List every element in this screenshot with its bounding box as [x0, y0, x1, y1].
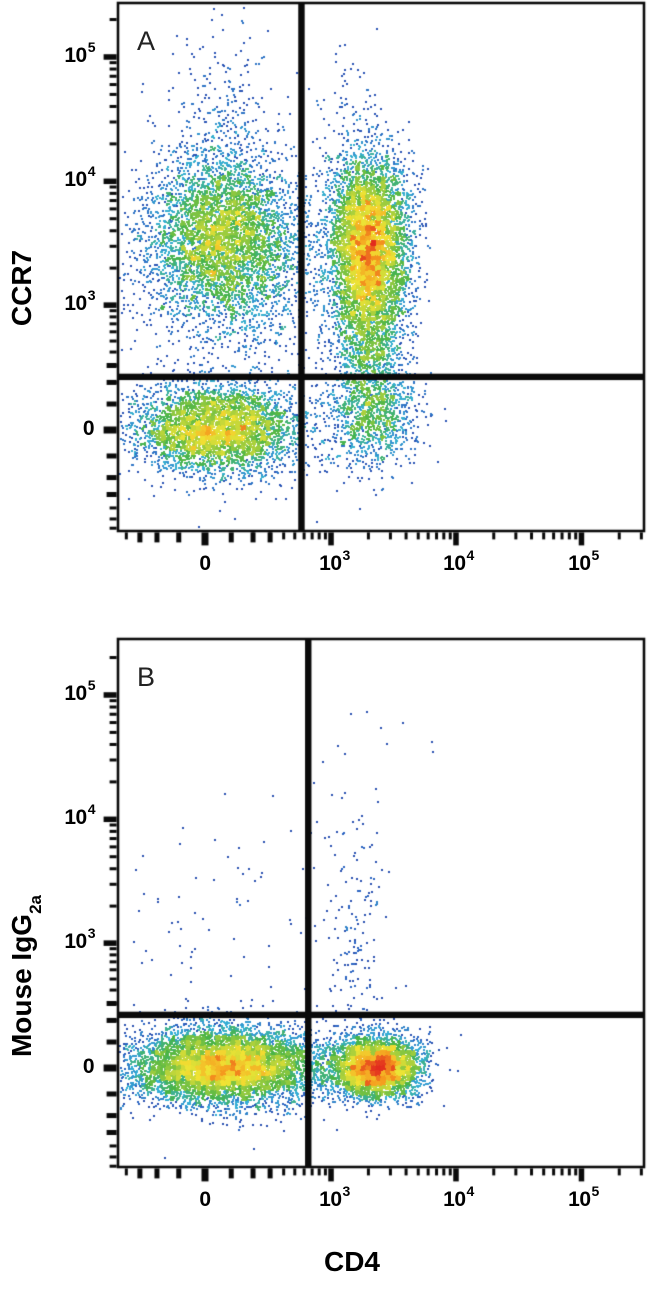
panel-b-ytick-0: 0 — [82, 1055, 95, 1079]
panel-b-xtick-1e5: 105 — [568, 1183, 599, 1211]
panel-a-ytick-1e4: 104 — [64, 163, 95, 192]
panel-a-ytick-1e5: 105 — [64, 39, 95, 68]
panel-b-letter: B — [137, 662, 156, 692]
panel-b-xtick-0: 0 — [199, 1188, 211, 1211]
panel-a-letter: A — [137, 26, 156, 56]
panel-a-ytick-0: 0 — [82, 417, 95, 441]
panel-b-xtick-1e4: 104 — [443, 1183, 474, 1211]
panel-b-ytick-1e5: 105 — [64, 677, 95, 706]
panel-a-xtick-1e4: 104 — [443, 547, 474, 575]
x-axis-title: CD4 — [323, 1246, 381, 1277]
panel-a-ytick-1e3: 103 — [64, 287, 95, 316]
panel-b-ytick-1e4: 104 — [64, 801, 95, 830]
panel-b-y-axis-title: Mouse IgG2a — [6, 894, 45, 1058]
panel-b-ytick-1e3: 103 — [64, 925, 95, 954]
panel-a-y-axis-title: CCR7 — [6, 249, 37, 327]
panel-a-xtick-1e5: 105 — [568, 547, 599, 575]
panel-a-xtick-0: 0 — [199, 552, 211, 575]
panel-b-xtick-1e3: 103 — [319, 1183, 350, 1211]
panel-a-xtick-1e3: 103 — [319, 547, 350, 575]
